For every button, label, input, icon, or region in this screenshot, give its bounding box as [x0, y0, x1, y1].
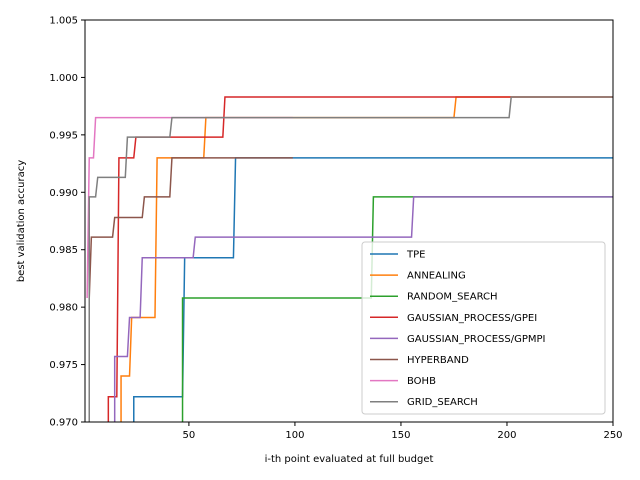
y-tick-label: 1.000	[49, 73, 78, 84]
legend-label: BOHB	[407, 376, 436, 387]
legend-label: ANNEALING	[407, 271, 466, 282]
series-line-annealing	[120, 96, 613, 422]
y-tick-label: 0.980	[49, 303, 78, 314]
x-tick-label: 250	[603, 430, 622, 441]
x-tick-label: 50	[183, 430, 196, 441]
y-axis-label: best validation accuracy	[16, 160, 27, 282]
series-line-grid-search	[88, 96, 613, 422]
legend-box	[361, 241, 606, 415]
x-tick-label: 100	[285, 430, 304, 441]
series-line-gaussian-process-gpmpi	[113, 196, 613, 422]
legend: TPE ANNEALING RANDOM_SEARCH GAUSSIAN_PROCES…	[361, 241, 606, 415]
legend-label: GRID_SEARCH	[407, 397, 478, 408]
x-tick-label: 200	[497, 430, 516, 441]
legend-label: HYPERBAND	[407, 355, 469, 366]
x-axis-label: i-th point evaluated at full budget	[265, 454, 434, 465]
legend-label: GAUSSIAN_PROCESS/GPEI	[407, 313, 537, 324]
series-line-gaussian-process-gpei	[107, 96, 613, 422]
series-line-hyperband	[88, 157, 293, 298]
y-tick-label: 0.975	[49, 360, 78, 371]
ticks-layer: 50 100 150 200 250 0.970 0.975 0.980 0.985 0.990 0…	[49, 16, 622, 442]
plot-frame	[84, 19, 614, 423]
y-tick-label: 0.995	[49, 130, 78, 141]
y-tick-label: 0.970	[49, 418, 78, 429]
x-tick-label: 150	[391, 430, 410, 441]
legend-label: GAUSSIAN_PROCESS/GPMPI	[407, 334, 545, 345]
y-tick-label: 0.990	[49, 188, 78, 199]
legend-label: TPE	[406, 250, 425, 261]
y-tick-label: 0.985	[49, 245, 78, 256]
legend-label: RANDOM_SEARCH	[407, 292, 498, 303]
y-tick-label: 1.005	[49, 16, 78, 27]
